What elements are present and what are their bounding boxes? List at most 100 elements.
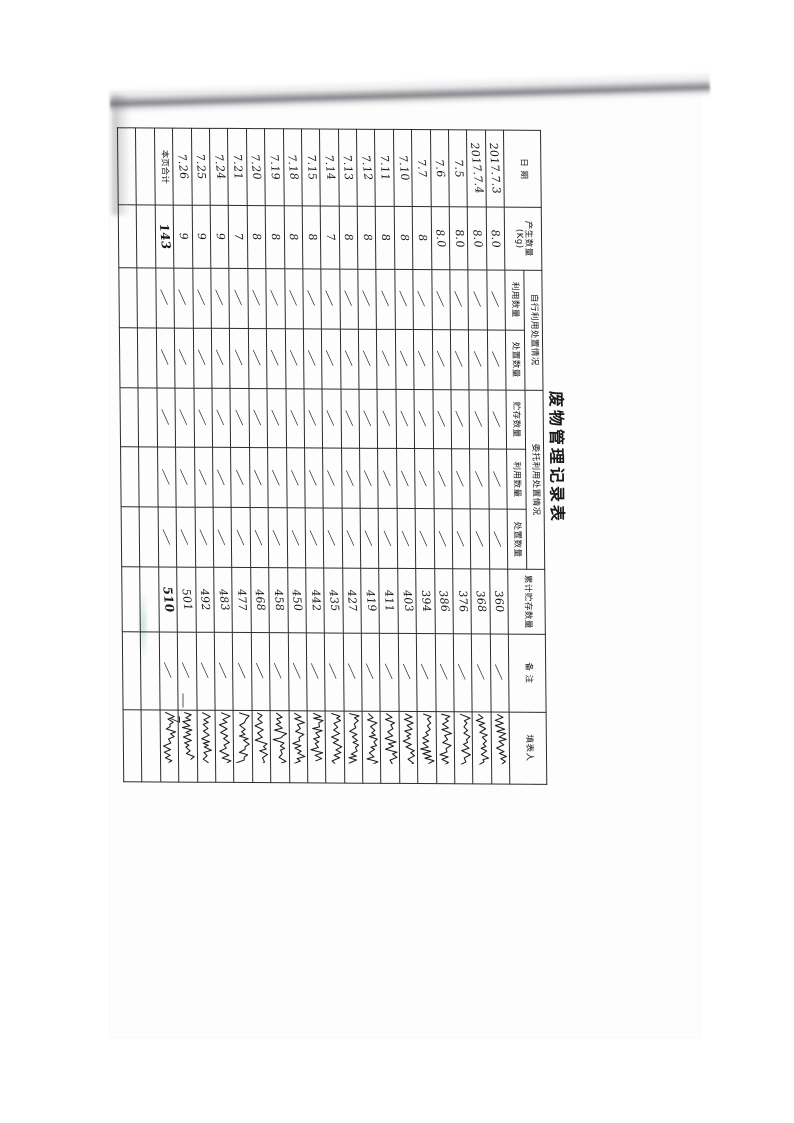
cell-generated-qty: 8.0 [486, 207, 506, 270]
cell-entrust-stored [451, 389, 471, 450]
cell-filler [398, 710, 419, 784]
blank-cell [135, 127, 156, 206]
no-data-mark [383, 408, 393, 430]
cell-generated-qty: 8 [394, 206, 414, 270]
cell-self-disposed [487, 329, 507, 390]
cell-cumulative-value: 468 [252, 588, 269, 612]
cell-remarks [251, 632, 271, 711]
cell-filler [270, 710, 290, 783]
blank-cell [140, 567, 160, 633]
no-data-mark [331, 661, 341, 683]
no-data-mark [272, 347, 282, 369]
cell-date: 7.14 [319, 128, 339, 207]
no-data-mark [182, 526, 192, 548]
cell-self-used [413, 269, 433, 330]
no-data-mark [329, 467, 339, 489]
cell-entrust-stored [267, 388, 287, 449]
cell-generated-qty-value: 8 [268, 233, 283, 242]
no-data-mark [182, 467, 192, 489]
table-row: 7.21 7 477 [227, 128, 253, 783]
cell-generated-qty-value: 8 [342, 233, 356, 242]
table-row: 7.19 8 458 [264, 128, 290, 783]
no-data-mark [237, 467, 247, 489]
cell-cumulative: 492 [195, 567, 215, 633]
cell-generated-qty: 9 [191, 205, 211, 269]
no-data-mark [235, 287, 245, 309]
cell-date-value: 2017.7.4 [467, 142, 487, 195]
no-data-mark [345, 288, 355, 310]
cell-cumulative: 501 [176, 567, 196, 633]
cell-self-disposed [468, 329, 488, 390]
cell-cumulative: 394 [415, 568, 435, 634]
signature-scribble [253, 711, 270, 763]
form-skew-wrapper: 废物管理记录表 日 期 产生数量 (Kg) 自行利用处置情况 委托利用处置情况 … [117, 127, 573, 785]
header-entrust-disposed: 处置数量 [507, 509, 527, 570]
cell-filler [343, 710, 363, 784]
header-cumulative-storage: 累计贮存数量 [507, 569, 546, 635]
header-filler: 填表人 [509, 711, 547, 785]
no-data-mark [180, 287, 190, 309]
signature-scribble [492, 712, 509, 764]
cell-self-used [284, 268, 304, 329]
no-data-mark [364, 348, 374, 370]
page-number-mark: 7 [166, 715, 182, 724]
no-data-mark [437, 288, 447, 310]
blank-cell [119, 387, 139, 448]
blank-cell [121, 507, 141, 568]
cell-entrust-stored [248, 388, 268, 449]
cell-filler [306, 710, 327, 783]
no-data-mark [309, 288, 319, 310]
no-data-mark [384, 468, 394, 490]
cell-generated-qty: 8 [375, 206, 395, 270]
no-data-mark [441, 662, 451, 684]
no-data-mark [163, 407, 173, 429]
cell-remarks [287, 632, 307, 711]
cell-self-used [376, 269, 396, 330]
cell-date-value: 7.10 [395, 154, 412, 182]
no-data-mark [220, 660, 230, 682]
cell-date-value: 7.18 [284, 154, 302, 181]
cell-entrust-disposed [249, 507, 269, 568]
blank-cell [137, 327, 157, 388]
no-data-mark [292, 527, 302, 549]
cell-date: 7.6 [430, 129, 450, 208]
no-data-mark [312, 661, 322, 683]
no-data-mark [440, 528, 450, 550]
cell-generated-qty: 8.0 [467, 207, 487, 270]
cell-generated-qty-value: 8 [286, 233, 301, 242]
cell-date: 7.12 [356, 129, 376, 207]
cell-date: 7.11 [374, 129, 395, 207]
cell-date: 7.13 [338, 129, 358, 207]
cell-cumulative-value: 394 [418, 589, 434, 613]
no-data-mark [365, 408, 375, 430]
header-date: 日 期 [503, 130, 542, 208]
cell-filler [472, 711, 492, 784]
table-header: 日 期 产生数量 (Kg) 自行利用处置情况 委托利用处置情况 累计贮存数量 备… [503, 130, 547, 785]
no-data-mark [180, 347, 190, 369]
no-data-mark [365, 468, 375, 490]
table-row: 7.20 8 468 [246, 128, 271, 783]
no-data-mark [402, 468, 412, 490]
cell-generated-qty: 7 [320, 206, 340, 269]
cell-cumulative-value: 501 [179, 588, 195, 612]
cell-self-disposed [174, 327, 194, 388]
header-entrust-used: 利用数量 [506, 449, 526, 510]
cell-entrust-used [230, 447, 250, 508]
no-data-mark [290, 287, 300, 309]
cell-entrust-used [470, 449, 489, 510]
cell-cumulative: 411 [379, 568, 399, 634]
cell-entrust-stored [322, 388, 342, 449]
cell-entrust-disposed [360, 508, 380, 569]
cell-generated-qty-value: 8.0 [488, 228, 504, 249]
no-data-mark [457, 468, 467, 490]
cell-date-value: 7.25 [193, 153, 209, 181]
cell-cumulative-value: 435 [326, 589, 342, 613]
cell-entrust-used [322, 448, 342, 509]
cell-cumulative: 483 [213, 567, 233, 633]
cell-cumulative-value: 442 [308, 589, 323, 613]
cell-entrust-used [396, 448, 416, 509]
cell-self-used [247, 268, 267, 329]
no-data-mark [459, 662, 469, 684]
cell-cumulative: 360 [489, 569, 509, 635]
no-data-mark [364, 288, 374, 310]
